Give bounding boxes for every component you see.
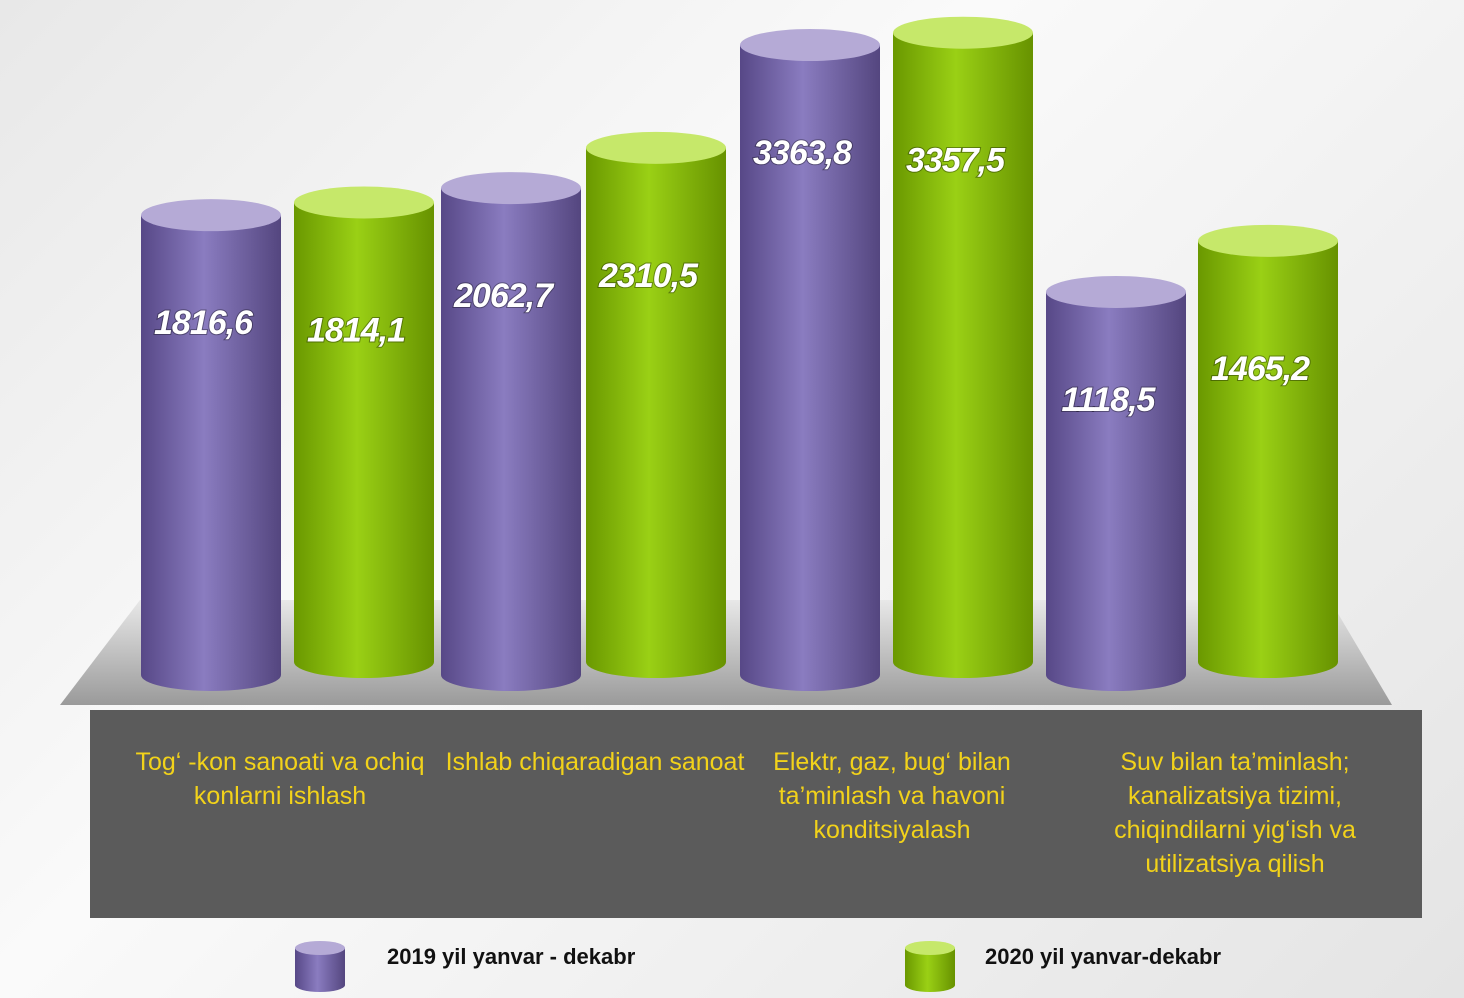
category-label: Suv bilan ta’minlash; kanalizatsiya tizi…	[1114, 748, 1356, 878]
cylinder-top	[441, 172, 581, 205]
cylinder-body	[294, 202, 434, 678]
value-label: 1814,1	[307, 311, 405, 349]
cylinder-body	[586, 147, 726, 678]
value-label: 3363,8	[753, 134, 852, 172]
cylinder-top	[586, 131, 726, 164]
swatch-top	[905, 941, 955, 955]
cylinder-top	[1198, 224, 1338, 257]
category-label: Ishlab chiqaradigan sanoat	[445, 748, 745, 776]
value-label: 3357,5	[906, 142, 1006, 180]
category-label: Tog‘ -kon sanoati va ochiq konlarni ishl…	[135, 748, 425, 810]
cylinder-body	[740, 45, 880, 691]
legend-label: 2020 yil yanvar-dekabr	[985, 944, 1222, 969]
bars: 1816,6 2062,7 3363,8 1118,5 1814,1 2310,5 3357…	[141, 16, 1338, 691]
cylinder	[893, 16, 1033, 678]
legend-swatch	[295, 941, 345, 992]
cylinder-body	[141, 215, 281, 691]
value-label: 1816,6	[154, 304, 254, 342]
cylinder-body	[441, 188, 581, 691]
cylinder	[740, 29, 880, 691]
cylinder-top	[1046, 275, 1186, 308]
cylinder-top	[740, 29, 880, 61]
cylinder	[586, 131, 726, 678]
cylinder	[1198, 224, 1338, 678]
cylinder-body	[1198, 240, 1338, 678]
cylinder-top	[893, 16, 1033, 49]
cylinder-top	[294, 186, 434, 219]
category-label: Elektr, gaz, bug‘ bilan ta’minlash va ha…	[773, 748, 1011, 844]
swatch-top	[295, 941, 345, 955]
value-label: 2310,5	[598, 257, 699, 295]
cylinder	[294, 186, 434, 678]
cylinder-top	[141, 199, 281, 232]
cylinder-body	[1046, 291, 1186, 691]
swatch-body	[905, 948, 955, 992]
swatch-body	[295, 948, 345, 992]
value-label: 1465,2	[1211, 350, 1310, 388]
legend-label: 2019 yil yanvar - dekabr	[387, 944, 636, 969]
cylinder	[441, 172, 581, 691]
value-label: 2062,7	[453, 277, 555, 315]
cylinder	[141, 199, 281, 691]
label-panel	[90, 710, 1422, 918]
cylinder-body	[893, 32, 1033, 678]
value-label: 1118,5	[1062, 381, 1157, 419]
cylinder	[1046, 275, 1186, 691]
legend-swatch	[905, 941, 955, 992]
